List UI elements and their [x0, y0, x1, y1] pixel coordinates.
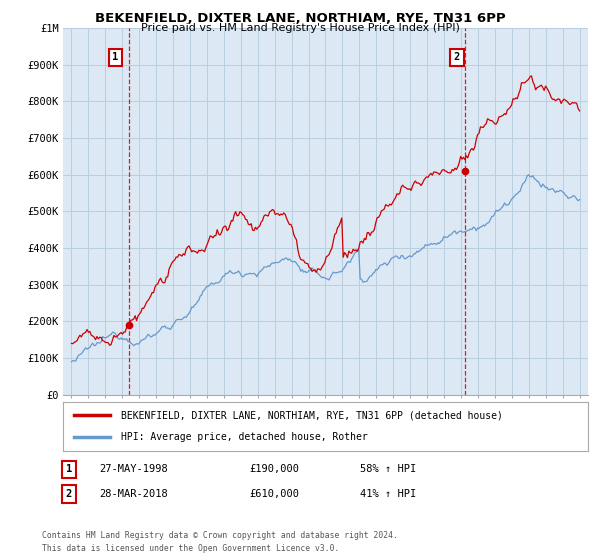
Text: 2: 2: [454, 52, 460, 62]
Text: 1: 1: [66, 464, 72, 474]
Text: HPI: Average price, detached house, Rother: HPI: Average price, detached house, Roth…: [121, 432, 367, 442]
Text: Contains HM Land Registry data © Crown copyright and database right 2024.
This d: Contains HM Land Registry data © Crown c…: [42, 531, 398, 553]
Text: 41% ↑ HPI: 41% ↑ HPI: [360, 489, 416, 499]
Text: 1: 1: [112, 52, 119, 62]
Text: 28-MAR-2018: 28-MAR-2018: [99, 489, 168, 499]
Text: 58% ↑ HPI: 58% ↑ HPI: [360, 464, 416, 474]
Text: 2: 2: [66, 489, 72, 499]
Text: 27-MAY-1998: 27-MAY-1998: [99, 464, 168, 474]
Text: BEKENFIELD, DIXTER LANE, NORTHIAM, RYE, TN31 6PP (detached house): BEKENFIELD, DIXTER LANE, NORTHIAM, RYE, …: [121, 410, 503, 421]
Text: Price paid vs. HM Land Registry's House Price Index (HPI): Price paid vs. HM Land Registry's House …: [140, 23, 460, 33]
Text: BEKENFIELD, DIXTER LANE, NORTHIAM, RYE, TN31 6PP: BEKENFIELD, DIXTER LANE, NORTHIAM, RYE, …: [95, 12, 505, 25]
Text: £190,000: £190,000: [249, 464, 299, 474]
Text: £610,000: £610,000: [249, 489, 299, 499]
